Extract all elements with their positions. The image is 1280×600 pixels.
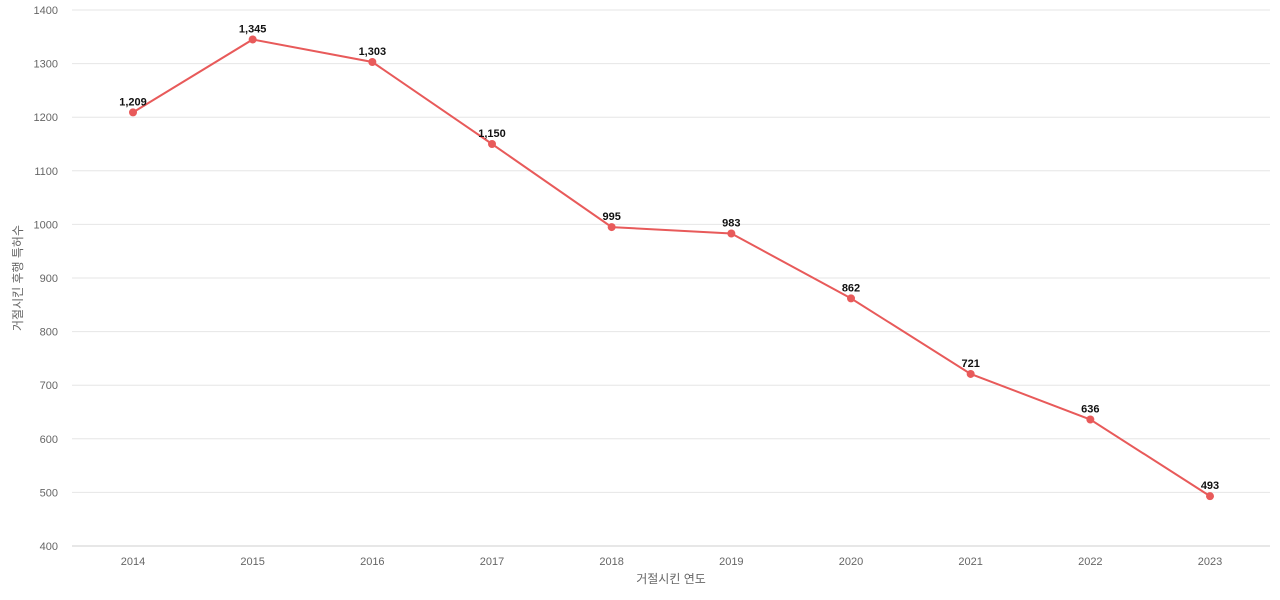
data-label: 721	[961, 358, 979, 370]
data-label: 983	[722, 218, 740, 230]
y-tick-label: 1100	[34, 166, 58, 178]
data-label: 636	[1081, 404, 1099, 416]
data-point	[607, 223, 616, 232]
x-tick-label: 2023	[1198, 556, 1222, 568]
y-tick-label: 700	[40, 380, 58, 392]
data-label: 1,345	[239, 23, 267, 35]
x-tick-label: 2021	[958, 556, 982, 568]
y-tick-label: 400	[40, 541, 58, 553]
x-tick-label: 2017	[480, 556, 504, 568]
y-tick-label: 800	[40, 327, 58, 339]
x-tick-label: 2022	[1078, 556, 1102, 568]
data-label-layer: 1,209 1,345 1,303 1,150 995 983 862 721 636 493	[119, 23, 1219, 492]
y-tick-label: 600	[40, 434, 58, 446]
x-tick-label: 2015	[240, 556, 264, 568]
y-tick-label: 1200	[34, 112, 58, 124]
data-point	[488, 140, 496, 148]
y-tick-label: 1000	[34, 219, 58, 231]
data-point	[1206, 492, 1214, 501]
data-label: 493	[1201, 480, 1219, 492]
y-tick-label: 900	[40, 273, 58, 285]
data-point	[847, 294, 855, 303]
x-tick-label: 2016	[360, 556, 384, 568]
x-axis-title: 거절시킨 연도	[636, 572, 706, 586]
data-label: 1,209	[119, 96, 147, 108]
data-point	[368, 57, 377, 66]
y-tick-label: 1300	[34, 59, 58, 71]
series-layer	[129, 35, 1214, 501]
x-tick-label: 2020	[839, 556, 863, 568]
y-tick-label: 500	[40, 487, 58, 499]
data-label: 862	[842, 282, 860, 294]
data-label: 1,303	[359, 46, 387, 58]
x-tick-label: 2014	[121, 556, 145, 568]
series-line	[132, 38, 1211, 497]
y-axis-title: 거절시킨 후행 특허수	[10, 225, 25, 331]
data-label: 1,150	[478, 128, 506, 140]
y-tick-label: 1400	[34, 5, 58, 17]
data-point	[1086, 415, 1095, 424]
grid-layer	[72, 9, 1270, 493]
data-point	[966, 369, 975, 378]
data-point	[248, 35, 257, 44]
x-tick-label: 2019	[719, 556, 743, 568]
data-point	[727, 229, 736, 238]
x-tick-label: 2018	[599, 556, 623, 568]
axis-layer: 400 500 600 700 800 900 1000 1100 1200 1300 1400 20…	[34, 5, 1270, 568]
data-point	[129, 108, 137, 117]
data-label: 995	[602, 211, 620, 223]
